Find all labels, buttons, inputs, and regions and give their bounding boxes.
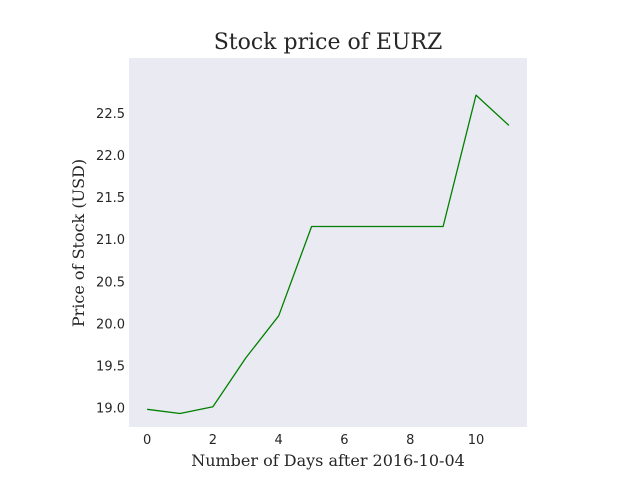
series-group: [147, 94, 510, 415]
plot-area: [129, 58, 527, 427]
y-tick-label: 20.0: [96, 317, 125, 332]
chart-title: Stock price of EURZ: [214, 30, 443, 55]
x-axis-label: Number of Days after 2016-10-04: [191, 451, 465, 470]
x-tick-label: 2: [209, 433, 217, 448]
x-axis-ticks: 0 2 4 6 8 10: [143, 433, 484, 448]
x-tick-label: 0: [143, 433, 151, 448]
y-tick-label: 20.5: [96, 275, 125, 290]
y-tick-label: 19.5: [96, 360, 125, 375]
y-axis-label: Price of Stock (USD): [69, 159, 88, 327]
x-tick-label: 8: [406, 433, 414, 448]
x-tick-label: 4: [275, 433, 283, 448]
y-tick-label: 22.5: [96, 107, 125, 122]
x-tick-label: 10: [468, 433, 485, 448]
y-tick-label: 19.0: [96, 402, 125, 417]
y-tick-label: 22.0: [96, 149, 125, 164]
y-axis-ticks: 19.0 19.5 20.0 20.5 21.0 21.5 22.0 22.5: [96, 107, 125, 417]
y-tick-label: 21.5: [96, 191, 125, 206]
series-line: [147, 94, 510, 415]
x-tick-label: 6: [340, 433, 348, 448]
y-tick-label: 21.0: [96, 233, 125, 248]
